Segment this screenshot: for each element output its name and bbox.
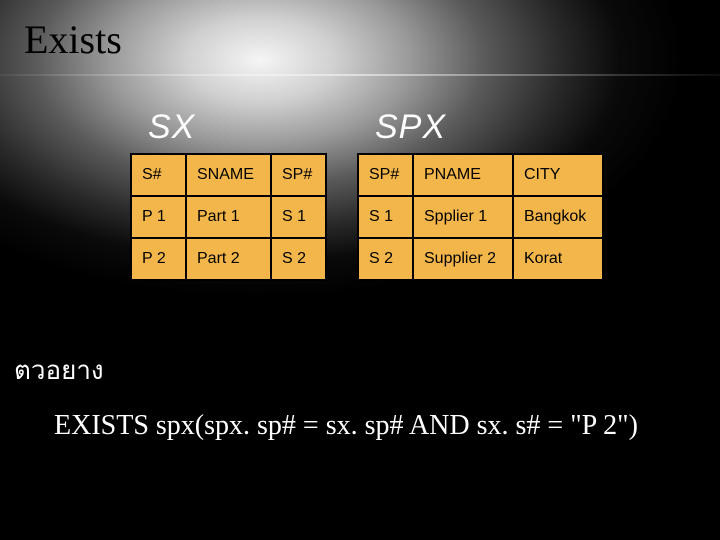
cell: Bangkok [513, 196, 603, 238]
table-row: P 2 Part 2 S 2 [131, 238, 326, 280]
slide-title: Exists [24, 16, 122, 63]
cell: Part 2 [186, 238, 271, 280]
cell: Part 1 [186, 196, 271, 238]
cell: Korat [513, 238, 603, 280]
cell: P 2 [131, 238, 186, 280]
cell: SP# [271, 154, 326, 196]
table-spx-label: SPX [375, 108, 604, 147]
table-sx-block: SX S# SNAME SP# P 1 Part 1 S 1 P 2 Part … [130, 108, 327, 281]
cell: S 2 [358, 238, 413, 280]
table-spx-block: SPX SP# PNAME CITY S 1 Spplier 1 Bangkok… [357, 108, 604, 281]
cell: S 2 [271, 238, 326, 280]
table-sx-label: SX [148, 108, 327, 147]
cell: S# [131, 154, 186, 196]
example-label: ตวอยาง [14, 350, 104, 391]
table-row: S 2 Supplier 2 Korat [358, 238, 603, 280]
cell: S 1 [358, 196, 413, 238]
cell: Spplier 1 [413, 196, 513, 238]
cell: S 1 [271, 196, 326, 238]
table-spx: SP# PNAME CITY S 1 Spplier 1 Bangkok S 2… [357, 153, 604, 281]
cell: P 1 [131, 196, 186, 238]
cell: Supplier 2 [413, 238, 513, 280]
expression-text: EXISTS spx(spx. sp# = sx. sp# AND sx. s#… [54, 410, 638, 442]
table-row: SP# PNAME CITY [358, 154, 603, 196]
cell: SNAME [186, 154, 271, 196]
tables-region: SX S# SNAME SP# P 1 Part 1 S 1 P 2 Part … [130, 108, 604, 281]
cell: CITY [513, 154, 603, 196]
cell: PNAME [413, 154, 513, 196]
divider-line [0, 74, 720, 76]
table-row: S 1 Spplier 1 Bangkok [358, 196, 603, 238]
table-row: S# SNAME SP# [131, 154, 326, 196]
table-sx: S# SNAME SP# P 1 Part 1 S 1 P 2 Part 2 S… [130, 153, 327, 281]
table-row: P 1 Part 1 S 1 [131, 196, 326, 238]
cell: SP# [358, 154, 413, 196]
